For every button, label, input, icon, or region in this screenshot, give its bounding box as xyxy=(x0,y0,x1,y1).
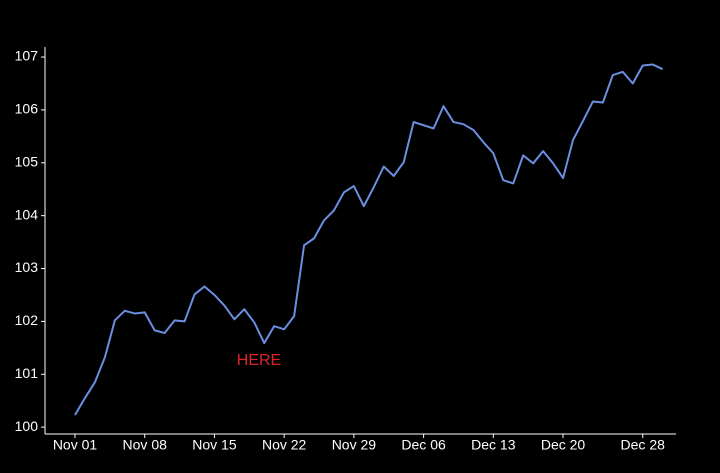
x-tick-label: Nov 22 xyxy=(262,437,307,453)
y-tick-label: 100 xyxy=(15,418,39,434)
x-tick-label: Nov 08 xyxy=(123,437,168,453)
y-tick-label: 104 xyxy=(15,206,39,222)
x-tick-label: Nov 01 xyxy=(53,437,98,453)
y-tick-label: 106 xyxy=(15,101,39,117)
x-tick-label: Dec 20 xyxy=(541,437,586,453)
y-tick-label: 102 xyxy=(15,312,39,328)
y-tick-label: 105 xyxy=(15,153,39,169)
line xyxy=(74,63,664,416)
annotation: HERE xyxy=(237,352,281,369)
y-tick-label: 103 xyxy=(15,259,39,275)
x-tick-label: Dec 13 xyxy=(471,437,516,453)
x-tick-label: Dec 06 xyxy=(401,437,446,453)
x-tick-label: Dec 28 xyxy=(621,437,666,453)
x-tick-label: Nov 15 xyxy=(192,437,237,453)
x-tick-label: Nov 29 xyxy=(332,437,377,453)
y-tick-label: 107 xyxy=(15,48,39,64)
y-tick-label: 101 xyxy=(15,365,39,381)
